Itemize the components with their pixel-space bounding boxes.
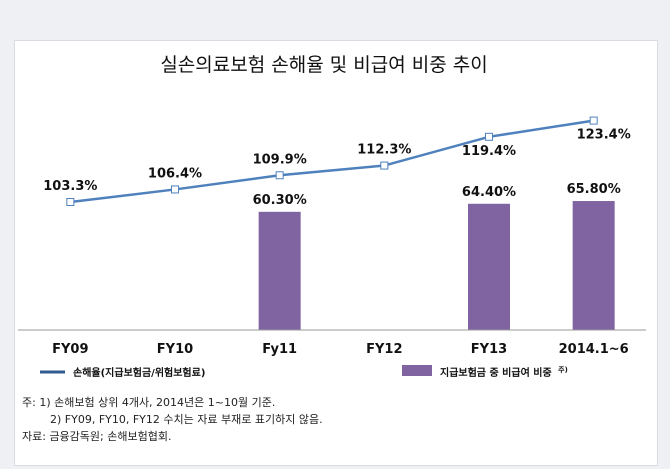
x-tick-FY12: FY12	[366, 342, 402, 357]
x-tick-FY10: FY10	[157, 342, 193, 357]
x-tick-2014.1~6: 2014.1~6	[559, 342, 629, 357]
x-tick-FY13: FY13	[471, 342, 507, 357]
line-point-FY09	[66, 198, 75, 206]
legend-bar-suffix: 주)	[558, 366, 568, 374]
line-point-Fy11	[275, 171, 284, 180]
chart-frame	[14, 40, 658, 466]
legend-bar-swatch	[402, 365, 432, 376]
line-point-FY13	[485, 132, 493, 141]
legend-bar-label: 지급보험금 중 비급여 비중 주)	[440, 366, 568, 379]
line-label-Fy11: 109.9%	[253, 152, 307, 167]
bar-Fy11	[258, 211, 301, 330]
chart-title: 실손의료보험 손해율 및 비급여 비중 추이	[160, 54, 487, 76]
note-line-2: 2) FY09, FY10, FY12 수치는 자료 부재로 표기하지 않음.	[50, 413, 323, 426]
legend-bar-name: 지급보험금 중 비급여 비중	[440, 366, 552, 379]
legend-line-label: 손해율(지급보험금/위험보험료)	[73, 366, 205, 379]
line-label-FY12: 112.3%	[357, 143, 411, 158]
bar-FY13	[468, 203, 510, 330]
note-source: 자료: 금융감독원; 손해보험협회.	[22, 430, 172, 443]
note-line-1: 주: 1) 손해보험 상위 4개사, 2014년은 1~10월 기준.	[22, 396, 276, 409]
x-tick-Fy11: Fy11	[262, 342, 297, 357]
line-label-FY10: 106.4%	[148, 166, 202, 181]
bar-label-2014.1~6: 65.80%	[567, 182, 621, 197]
line-label-FY09: 103.3%	[43, 179, 97, 194]
bar-label-FY13: 64.40%	[462, 185, 516, 200]
bar-label-Fy11: 60.30%	[253, 193, 307, 208]
line-label-2014.1~6: 123.4%	[577, 128, 631, 143]
line-point-FY12	[380, 161, 389, 170]
line-point-FY10	[171, 185, 179, 194]
chart-notes: 주: 1) 손해보험 상위 4개사, 2014년은 1~10월 기준. 2) F…	[22, 394, 323, 445]
line-point-2014.1~6	[589, 116, 598, 125]
x-tick-FY09: FY09	[52, 342, 88, 357]
line-series	[70, 119, 594, 204]
bar-2014.1~6	[572, 201, 615, 330]
line-label-FY13: 119.4%	[462, 144, 516, 159]
